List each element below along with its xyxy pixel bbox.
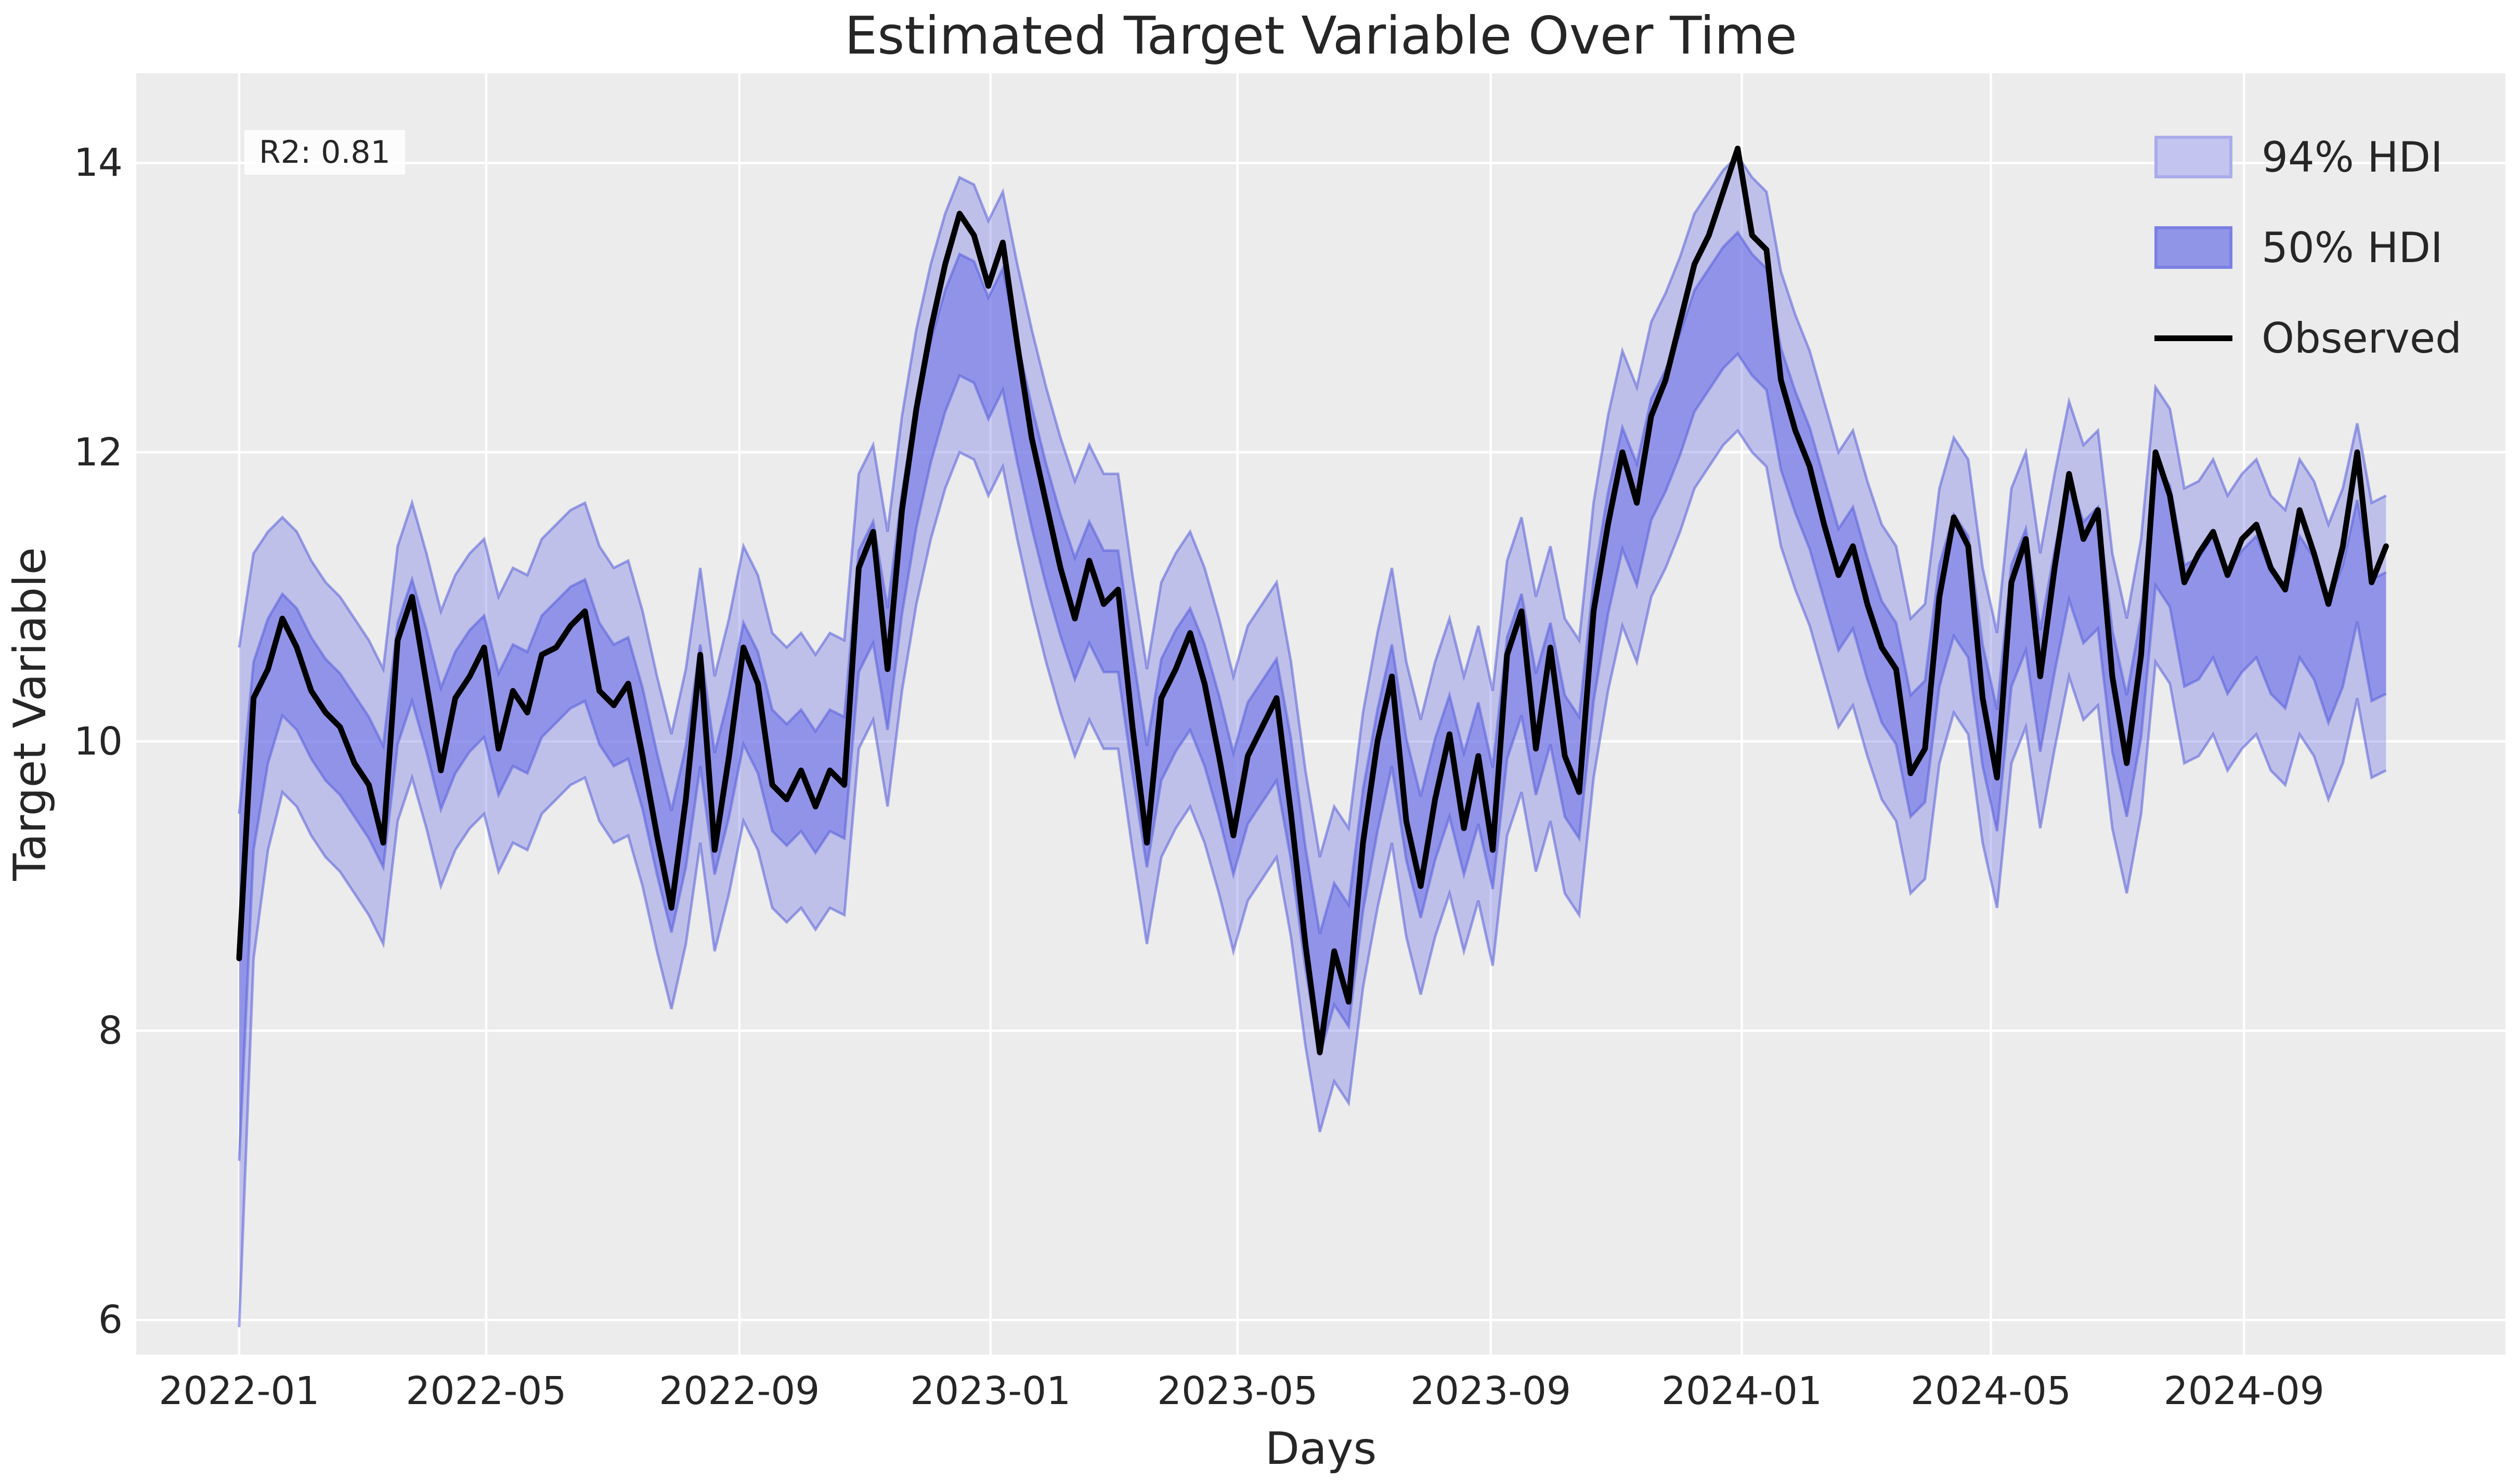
legend-label-94-hdi: 94% HDI	[2262, 133, 2443, 181]
y-tick-label: 12	[73, 430, 123, 475]
y-tick-label: 10	[73, 719, 123, 764]
hdi-50-swatch-icon	[2154, 226, 2232, 269]
y-axis-label: Target Variable	[4, 547, 56, 881]
x-tick-label: 2023-09	[1410, 1369, 1571, 1413]
legend-item-observed: Observed	[2154, 293, 2462, 383]
hdi-94-swatch-icon	[2154, 136, 2232, 178]
legend-item-50-hdi: 50% HDI	[2154, 202, 2462, 293]
plot-svg	[136, 73, 2505, 1355]
x-tick-label: 2023-01	[910, 1369, 1071, 1413]
legend-label-observed: Observed	[2262, 314, 2462, 362]
x-tick-label: 2024-09	[2163, 1369, 2324, 1413]
x-tick-label: 2022-09	[659, 1369, 820, 1413]
y-tick-label: 6	[98, 1297, 123, 1343]
x-tick-label: 2022-01	[159, 1369, 320, 1413]
y-tick-label: 14	[73, 140, 123, 186]
y-tick-label: 8	[98, 1008, 123, 1054]
x-tick-label: 2023-05	[1157, 1369, 1318, 1413]
observed-line-swatch-icon	[2154, 335, 2232, 341]
legend-label-50-hdi: 50% HDI	[2262, 223, 2443, 272]
x-tick-label: 2022-05	[406, 1369, 567, 1413]
x-tick-label: 2024-01	[1661, 1369, 1823, 1413]
x-tick-label: 2024-05	[1910, 1369, 2072, 1413]
chart-title: Estimated Target Variable Over Time	[845, 5, 1797, 66]
r2-annotation: R2: 0.81	[244, 130, 405, 175]
legend: 94% HDI 50% HDI Observed	[2154, 112, 2462, 383]
x-axis-label: Days	[1265, 1423, 1377, 1475]
legend-item-94-hdi: 94% HDI	[2154, 112, 2462, 202]
